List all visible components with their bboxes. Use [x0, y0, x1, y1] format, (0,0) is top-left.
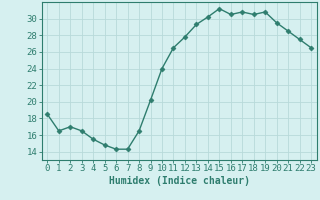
- X-axis label: Humidex (Indice chaleur): Humidex (Indice chaleur): [109, 176, 250, 186]
